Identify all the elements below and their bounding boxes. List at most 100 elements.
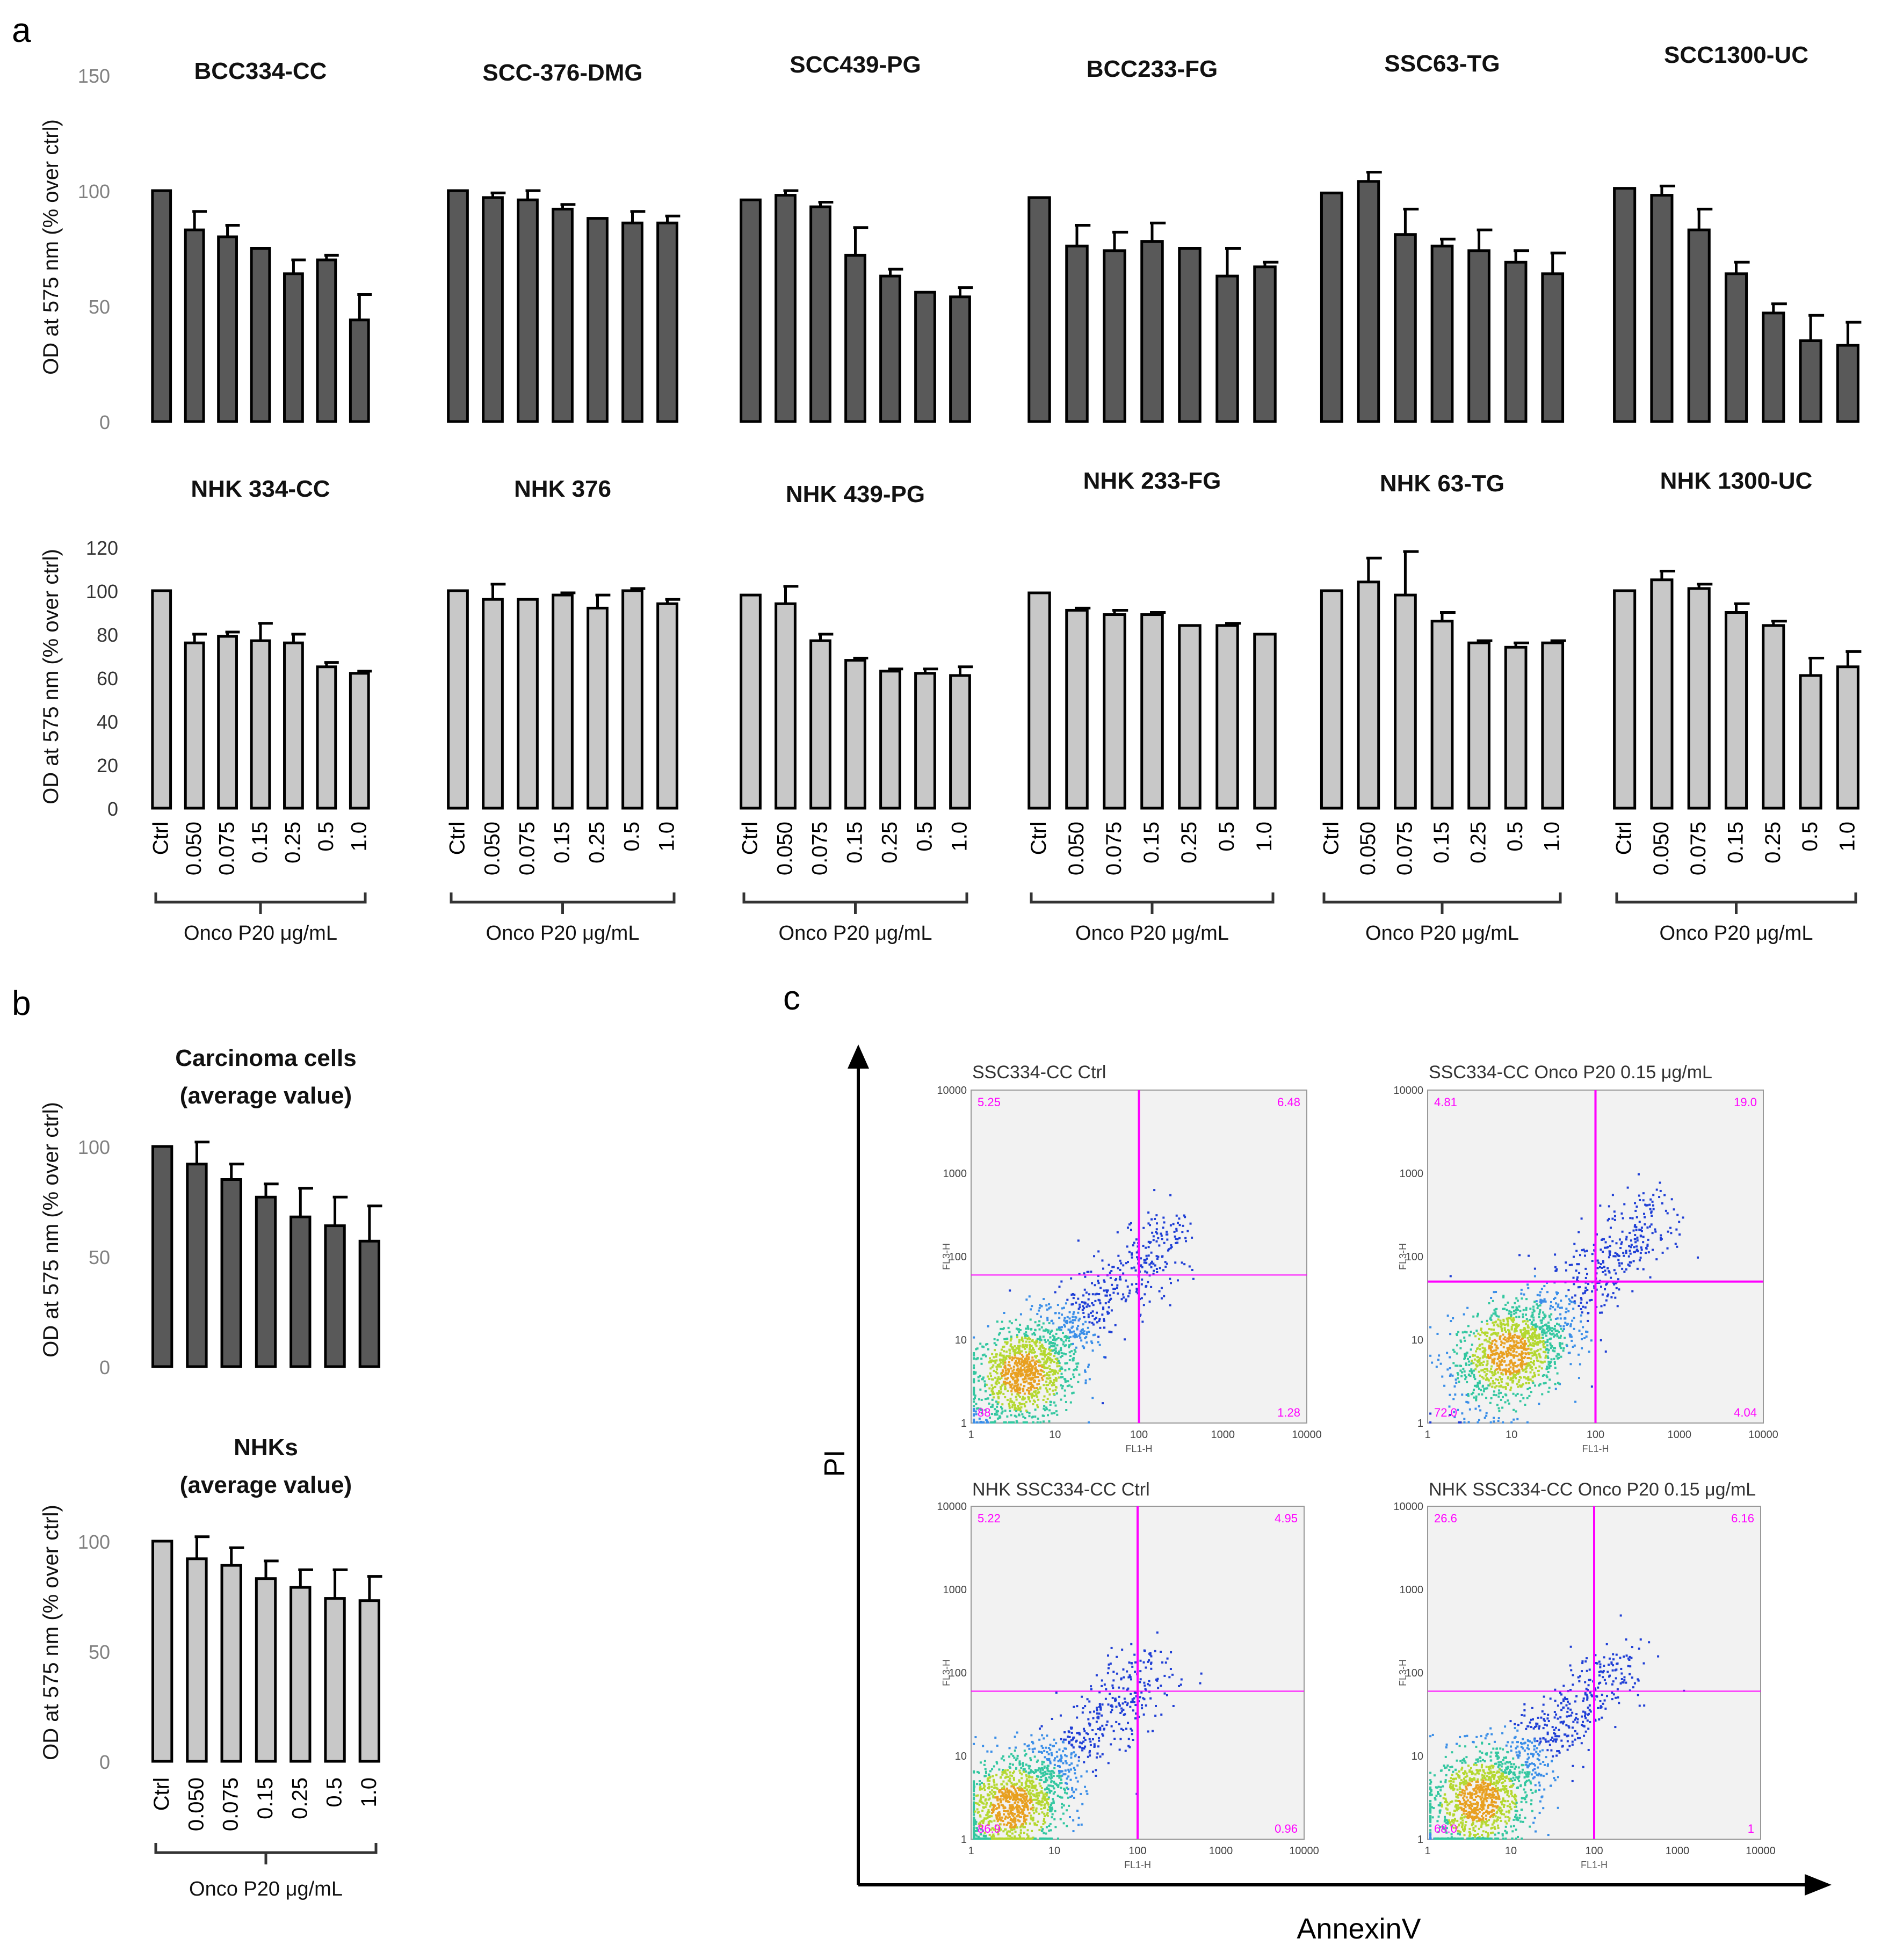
flow-dot [1014, 1825, 1017, 1827]
flow-dot [1109, 1663, 1112, 1665]
flow-dot [1119, 1711, 1122, 1714]
flow-dot [1073, 1348, 1076, 1351]
flow-dot [1509, 1349, 1512, 1352]
flow-dot [1038, 1778, 1041, 1781]
flow-y-tick-2-0: 1 [961, 1834, 967, 1846]
flow-dot [1499, 1322, 1502, 1325]
flow-dot [1031, 1371, 1034, 1374]
flow-dot [1512, 1392, 1515, 1395]
flow-dot [1590, 1339, 1593, 1342]
flow-dot [1072, 1391, 1075, 1394]
flow-dot [973, 1833, 975, 1835]
flow-dot [1056, 1304, 1059, 1306]
flow-dot [1029, 1789, 1031, 1792]
flow-dot [1101, 1714, 1103, 1717]
flow-dot [1072, 1303, 1074, 1305]
flow-dot [1008, 1755, 1011, 1758]
flow-dot [1041, 1828, 1044, 1831]
flow-dot [1005, 1773, 1008, 1776]
bar-13-3 [255, 1577, 277, 1763]
y-axis-label-row2: OD at 575 nm (% over ctrl) [39, 549, 63, 804]
flow-dot [1060, 1782, 1063, 1784]
flow-dot [1014, 1382, 1017, 1385]
flow-dot [997, 1365, 1000, 1368]
flow-dot [1000, 1388, 1002, 1391]
flow-dot [1147, 1660, 1149, 1663]
flow-dot [1019, 1350, 1022, 1353]
flow-dot [1018, 1785, 1021, 1788]
flow-dot [1547, 1363, 1550, 1366]
flow-dot [1519, 1331, 1522, 1333]
flow-dot [1066, 1792, 1068, 1795]
flow-dot [1072, 1737, 1075, 1739]
flow-dot [1497, 1315, 1500, 1318]
flow-dot [1051, 1754, 1053, 1756]
flow-dot [983, 1380, 986, 1383]
flow-x-tick-3-4: 10000 [1746, 1845, 1776, 1857]
flow-dot [1096, 1321, 1099, 1324]
flow-dot [986, 1837, 988, 1840]
flow-dot [1502, 1295, 1505, 1297]
flow-dot [1033, 1395, 1036, 1397]
flow-dot [1511, 1324, 1514, 1326]
flow-dot [1025, 1340, 1027, 1343]
flow-dot [1065, 1747, 1067, 1750]
flow-dot [1603, 1266, 1605, 1268]
flow-dot [1621, 1230, 1624, 1233]
flow-dot [1517, 1341, 1520, 1344]
flow-dot [1550, 1337, 1552, 1340]
flow-dot [1118, 1704, 1121, 1707]
flow-dot [1008, 1357, 1011, 1360]
flow-dot [1481, 1331, 1483, 1334]
flow-dot [1546, 1326, 1549, 1329]
flow-dot [974, 1830, 977, 1832]
flow-dot [1605, 1282, 1608, 1285]
flow-dot [1086, 1698, 1089, 1701]
flow-dot [1093, 1743, 1096, 1746]
flow-dot [1606, 1295, 1609, 1297]
flow-dot [1068, 1351, 1071, 1354]
flow-dot [1001, 1837, 1004, 1840]
flow-dot [1532, 1382, 1535, 1384]
flow-dot [1012, 1754, 1015, 1757]
flow-dot [975, 1403, 978, 1405]
flow-dot [1468, 1370, 1471, 1373]
flow-dot [991, 1812, 994, 1814]
flow-dot [1170, 1244, 1173, 1247]
flow-dot [978, 1822, 981, 1825]
flow-dot [1018, 1386, 1021, 1389]
flow-dot [1044, 1355, 1046, 1358]
flow-dot [1018, 1346, 1021, 1348]
flow-dot [1007, 1822, 1010, 1825]
flow-dot [1130, 1229, 1132, 1231]
flow-dot [1580, 1301, 1582, 1304]
flow-dot [1045, 1408, 1048, 1411]
flow-dot [1132, 1709, 1134, 1712]
flow-dot [1670, 1198, 1673, 1201]
flow-dot [1554, 1347, 1557, 1349]
flow-dot [1070, 1756, 1073, 1759]
flow-dot [1038, 1391, 1040, 1393]
flow-dot [987, 1787, 989, 1789]
flow-dot [1504, 1401, 1507, 1404]
flow-dot [1048, 1393, 1051, 1396]
flow-dot [1131, 1253, 1133, 1256]
flow-dot [1045, 1361, 1048, 1363]
flow-dot [1024, 1337, 1027, 1340]
flow-dot [1000, 1377, 1003, 1380]
flow-dot [1010, 1414, 1012, 1417]
flow-dot [985, 1834, 987, 1837]
bar-5-6 [1836, 344, 1859, 423]
flow-dot [980, 1358, 983, 1360]
flow-dot [1574, 1400, 1577, 1403]
flow-dot [1013, 1837, 1016, 1840]
flow-dot [973, 1829, 975, 1832]
flow-dot [1489, 1341, 1492, 1344]
flow-dot [1465, 1400, 1468, 1403]
flow-dot [1510, 1325, 1513, 1328]
flow-dot [1052, 1342, 1054, 1345]
flow-dot [1504, 1837, 1507, 1840]
flow-x-tick-2-4: 10000 [1289, 1845, 1319, 1857]
flow-dot [1011, 1356, 1014, 1359]
flow-dot [1039, 1386, 1041, 1389]
